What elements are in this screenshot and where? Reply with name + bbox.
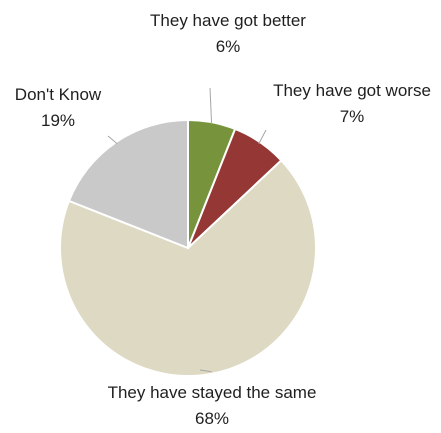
pie-slice-2 [59, 158, 317, 377]
leader-line-1 [258, 129, 267, 145]
leader-line-2 [199, 369, 212, 373]
pie-slice-3 [67, 118, 189, 250]
leader-line-3 [107, 135, 118, 145]
leader-line-0 [209, 87, 213, 125]
slice-value-label-0: 6% [216, 37, 241, 56]
slice-label-3: Don't Know [15, 85, 102, 104]
slice-label-2: They have stayed the same [108, 383, 317, 402]
pie-slices [59, 118, 317, 377]
slice-label-1: They have got worse [273, 81, 431, 100]
slice-value-label-2: 68% [195, 409, 229, 428]
leader-lines [107, 87, 267, 373]
data-labels: They have got better 6% They have got wors… [15, 11, 431, 428]
slice-label-0: They have got better [150, 11, 306, 30]
slice-value-label-1: 7% [340, 107, 365, 126]
slice-value-label-3: 19% [41, 111, 75, 130]
